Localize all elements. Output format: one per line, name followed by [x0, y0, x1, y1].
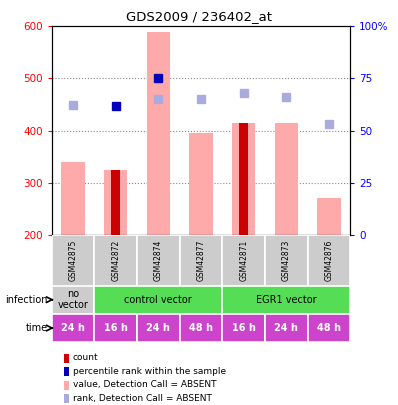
Bar [222, 314, 265, 342]
Bar [179, 235, 222, 286]
Bar [61, 162, 85, 235]
Bar [137, 314, 179, 342]
Text: GSM42875: GSM42875 [68, 239, 78, 281]
Text: infection: infection [5, 295, 48, 305]
Bar [111, 170, 120, 235]
Text: 48 h: 48 h [189, 323, 213, 333]
Text: GSM42876: GSM42876 [324, 239, 334, 281]
Text: 24 h: 24 h [274, 323, 298, 333]
Text: 16 h: 16 h [104, 323, 128, 333]
Text: percentile rank within the sample: percentile rank within the sample [73, 367, 226, 376]
Bar [308, 314, 350, 342]
Bar [52, 286, 94, 314]
Text: 48 h: 48 h [317, 323, 341, 333]
Bar [104, 170, 127, 235]
Text: value, Detection Call = ABSENT: value, Detection Call = ABSENT [73, 380, 217, 389]
Bar [275, 123, 298, 235]
Bar [222, 286, 350, 314]
Bar [94, 314, 137, 342]
Text: 16 h: 16 h [232, 323, 256, 333]
Bar [308, 235, 350, 286]
Text: time: time [25, 323, 48, 333]
Bar [232, 123, 256, 235]
Text: count: count [73, 354, 99, 362]
Bar [52, 235, 94, 286]
Text: EGR1 vector: EGR1 vector [256, 295, 316, 305]
Text: no
vector: no vector [58, 289, 88, 311]
Text: control vector: control vector [125, 295, 192, 305]
Bar [265, 314, 308, 342]
Bar [239, 123, 248, 235]
Bar [265, 235, 308, 286]
Text: GSM42877: GSM42877 [197, 239, 205, 281]
Bar [317, 198, 341, 235]
Bar [137, 235, 179, 286]
Text: GSM42874: GSM42874 [154, 239, 163, 281]
Bar [94, 235, 137, 286]
Bar [52, 314, 94, 342]
Text: GSM42871: GSM42871 [239, 240, 248, 281]
Bar [146, 32, 170, 235]
Text: 24 h: 24 h [61, 323, 85, 333]
Bar [222, 235, 265, 286]
Text: 24 h: 24 h [146, 323, 170, 333]
Bar [179, 314, 222, 342]
Text: GDS2009 / 236402_at: GDS2009 / 236402_at [126, 10, 272, 23]
Text: rank, Detection Call = ABSENT: rank, Detection Call = ABSENT [73, 394, 212, 403]
Text: GSM42873: GSM42873 [282, 239, 291, 281]
Text: GSM42872: GSM42872 [111, 240, 120, 281]
Bar [189, 133, 213, 235]
Bar [94, 286, 222, 314]
